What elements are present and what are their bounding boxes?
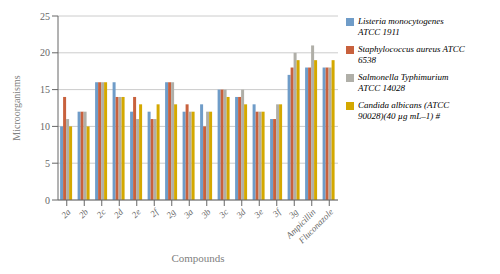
svg-text:3g: 3g: [286, 206, 301, 221]
svg-text:20: 20: [40, 47, 50, 58]
html-text:Candida albicans (ATCC 90028)(: Candida albicans (ATCC 90028)(40 µg mL–1…: [358, 100, 450, 121]
svg-text:Microorganisms: Microorganisms: [11, 75, 22, 140]
svg-text:2c: 2c: [95, 207, 108, 220]
svg-text:3d: 3d: [234, 207, 248, 221]
svg-text:2d: 2d: [112, 207, 126, 221]
html-text:Listeria monocytogenes ATCC 19: Listeria monocytogenes ATCC 1911: [358, 16, 444, 37]
svg-text:10: 10: [40, 121, 50, 132]
svg-text:15: 15: [40, 84, 50, 95]
html-text:Staphylococcus aureus ATCC 653: Staphylococcus aureus ATCC 6538: [358, 44, 465, 65]
svg-text:3a: 3a: [181, 207, 195, 221]
svg-text:2b: 2b: [77, 207, 91, 221]
svg-text:Fluconazole: Fluconazole: [296, 207, 335, 246]
svg-text:0: 0: [45, 195, 50, 206]
svg-text:5: 5: [45, 158, 50, 169]
svg-text:3b: 3b: [199, 207, 213, 221]
svg-text:2f: 2f: [148, 206, 161, 219]
svg-text:25: 25: [40, 11, 50, 22]
svg-text:Ampicillin: Ampicillin: [284, 206, 318, 241]
svg-text:Compounds: Compounds: [171, 252, 224, 264]
svg-text:2a: 2a: [59, 207, 73, 221]
svg-text:3e: 3e: [251, 207, 265, 221]
html-text:Salmonella Typhimurium ATCC 14: Salmonella Typhimurium ATCC 14028: [358, 72, 449, 93]
svg-text:2e: 2e: [130, 207, 143, 220]
svg-text:3f: 3f: [270, 206, 284, 220]
svg-text:3c: 3c: [216, 207, 230, 221]
svg-text:2g: 2g: [164, 207, 178, 221]
